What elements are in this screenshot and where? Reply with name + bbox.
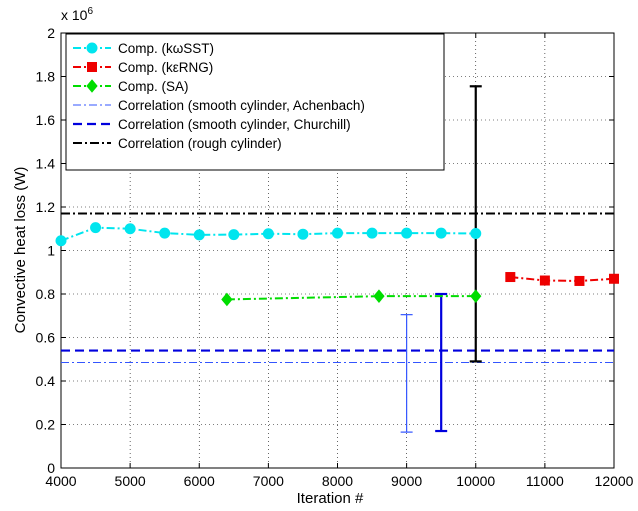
data-point	[86, 42, 98, 54]
x-axis-label: Iteration #	[297, 490, 364, 507]
y-tick-label: 0.2	[36, 417, 56, 433]
y-tick-label: 1	[47, 243, 55, 259]
data-point	[228, 229, 240, 241]
data-series	[55, 222, 619, 307]
y-tick-label: 0.8	[36, 286, 56, 302]
x-tick-label: 11000	[526, 473, 564, 489]
data-point	[87, 62, 97, 72]
axes: 4000 5000 6000 7000 8000 9000 10000 11000 12000 0…	[36, 25, 634, 489]
data-point	[193, 229, 205, 241]
data-point	[435, 227, 447, 239]
y-tick-label: 2	[47, 25, 55, 41]
legend-label: Comp. (SA)	[118, 79, 189, 94]
x-tick-label: 5000	[115, 473, 146, 489]
series-group	[221, 289, 482, 307]
data-point	[124, 223, 136, 235]
series-group	[505, 272, 619, 286]
legend-label: Comp. (kεRNG)	[118, 60, 213, 75]
data-point	[470, 228, 482, 240]
reference-lines	[61, 212, 614, 364]
data-point	[332, 227, 343, 239]
data-point	[505, 272, 516, 283]
x-tick-label: 4000	[45, 473, 76, 489]
data-point	[401, 227, 413, 239]
series-line	[510, 276, 615, 282]
data-point	[539, 275, 550, 286]
data-point	[470, 289, 482, 303]
error-bars	[400, 85, 482, 433]
data-point	[574, 275, 585, 286]
data-point	[159, 227, 171, 239]
x-tick-label: 6000	[184, 473, 215, 489]
legend-label: Comp. (kωSST)	[118, 41, 214, 56]
legend-label: Correlation (smooth cylinder, Achenbach)	[118, 98, 365, 113]
data-point	[86, 79, 98, 93]
y-tick-label: 1.6	[36, 112, 56, 128]
data-point	[90, 222, 102, 234]
y-tick-label: 0	[47, 460, 55, 476]
legend-label: Correlation (smooth cylinder, Churchill)	[118, 117, 351, 132]
data-point	[262, 228, 274, 240]
y-multiplier: x 106	[61, 6, 93, 23]
x-tick-label: 7000	[253, 473, 284, 489]
legend-label: Correlation (rough cylinder)	[118, 136, 282, 151]
data-point	[221, 292, 233, 307]
data-point	[373, 289, 385, 303]
legend-box	[65, 33, 445, 171]
data-point	[366, 227, 378, 239]
y-tick-label: 1.2	[36, 199, 56, 215]
y-tick-label: 0.6	[36, 330, 56, 346]
y-axis-label: Convective heat loss (W)	[12, 167, 29, 334]
x-tick-label: 9000	[391, 473, 422, 489]
data-point	[609, 273, 619, 284]
y-tick-label: 0.4	[36, 373, 56, 389]
x-tick-label: 10000	[456, 473, 495, 489]
data-point	[55, 235, 67, 247]
series-group	[55, 222, 482, 247]
x-tick-label: 8000	[322, 473, 353, 489]
legend: Comp. (kωSST) Comp. (kεRNG) Comp. (SA) Corr…	[65, 33, 445, 171]
y-tick-label: 1.8	[36, 69, 56, 85]
x-tick-label: 12000	[595, 473, 634, 489]
data-point	[297, 228, 309, 240]
y-tick-label: 1.4	[36, 156, 56, 172]
series-line	[226, 295, 476, 301]
